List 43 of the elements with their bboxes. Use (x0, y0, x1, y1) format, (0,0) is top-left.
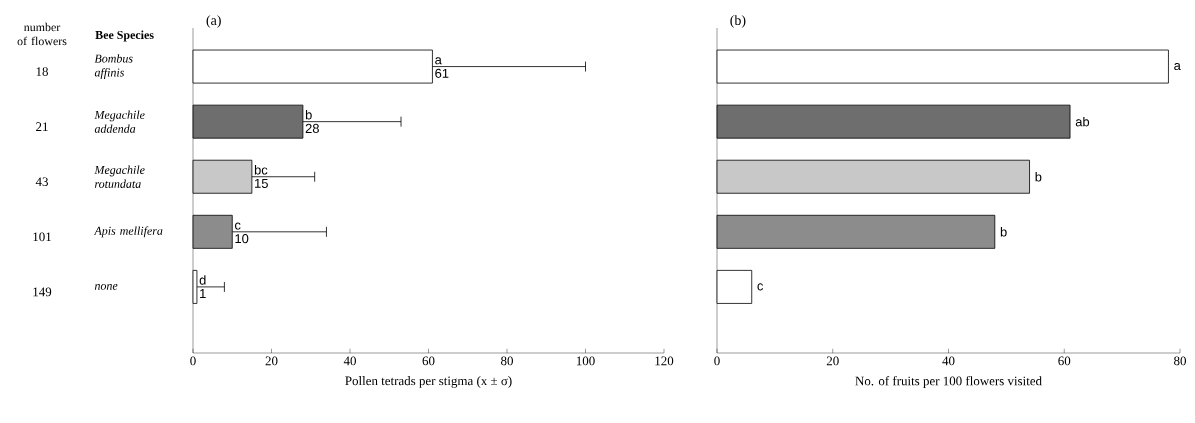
data-label: 61 (435, 68, 449, 78)
chart-title: (b) (730, 15, 746, 28)
x-tick-label: 20 (265, 356, 278, 366)
y-axis-title: Bee Species (95, 30, 154, 42)
x-tick-label: 80 (1174, 356, 1186, 366)
annotation: c (234, 222, 241, 230)
text: 21 (36, 122, 48, 131)
x-tick-label: 40 (942, 356, 955, 366)
y-tick-label: Megachile rotundata (94, 165, 145, 188)
x-tick-label: 20 (826, 356, 839, 366)
x-tick-label: 120 (655, 356, 674, 366)
x-tick-label: 60 (422, 356, 435, 366)
text: 43 (35, 177, 48, 187)
x-tick-label: 0 (190, 356, 196, 366)
x-tick-label: 0 (714, 356, 720, 366)
y-tick-label: Bombus affinis (94, 54, 133, 79)
annotation: bc (254, 165, 268, 175)
data-label: c (757, 283, 764, 291)
text: 18 (36, 67, 48, 76)
data-label: b (1035, 171, 1042, 182)
data-label: ab (1075, 116, 1090, 127)
x-tick-label: 60 (1058, 356, 1071, 366)
annotation: b (305, 109, 312, 120)
x-tick-label: 80 (501, 356, 513, 366)
data-label: b (1000, 227, 1007, 237)
x-tick-label: 40 (343, 356, 356, 366)
x-axis-title: Pollen tetrads per stigma (x ± σ) (345, 376, 512, 388)
chart-title: (a) (206, 15, 221, 28)
annotation: a (435, 57, 442, 65)
text: 101 (33, 232, 51, 242)
data-label: 15 (255, 178, 268, 188)
text: number of flowers (17, 22, 67, 46)
data-label: 10 (235, 234, 249, 244)
data-label: 1 (200, 289, 206, 299)
data-label: a (1174, 63, 1181, 71)
y-tick-label: Megachile addenda (94, 110, 145, 133)
text: 149 (33, 287, 52, 297)
x-tick-label: 100 (576, 356, 595, 366)
y-tick-label: none (94, 284, 118, 290)
data-label: 28 (305, 123, 319, 134)
y-tick-label: Apis mellifera (93, 226, 163, 238)
annotation: d (199, 275, 206, 285)
x-axis-title: No. of fruits per 100 flowers visited (855, 376, 1042, 388)
